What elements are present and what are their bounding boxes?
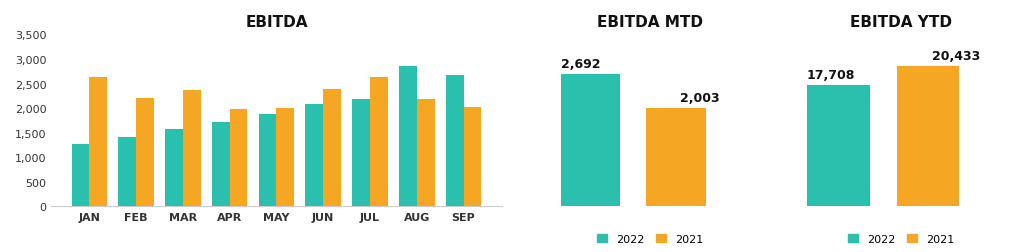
Legend: 2022, 2021: 2022, 2021: [844, 229, 958, 248]
Bar: [646, 109, 706, 207]
Text: 2,003: 2,003: [680, 92, 720, 105]
Text: 17,708: 17,708: [807, 69, 855, 82]
Bar: [324, 90, 341, 207]
Bar: [183, 91, 201, 207]
Legend: 2022, 2021: 2022, 2021: [593, 229, 708, 248]
Bar: [399, 67, 417, 207]
Text: 2,692: 2,692: [561, 58, 600, 71]
Bar: [897, 67, 959, 207]
Text: 20,433: 20,433: [933, 50, 981, 63]
Bar: [445, 75, 464, 207]
Bar: [352, 100, 370, 207]
Legend: EBITDA - 2022, EBITDA - 2021: EBITDA - 2022, EBITDA - 2021: [167, 250, 386, 252]
Title: EBITDA MTD: EBITDA MTD: [597, 15, 703, 30]
Bar: [464, 108, 481, 207]
Bar: [165, 129, 183, 207]
Bar: [417, 100, 434, 207]
Bar: [276, 109, 294, 207]
Bar: [561, 75, 621, 207]
Bar: [136, 99, 154, 207]
Bar: [305, 105, 324, 207]
Bar: [229, 110, 248, 207]
Bar: [807, 85, 869, 207]
Bar: [259, 115, 276, 207]
Bar: [72, 144, 89, 207]
Bar: [119, 137, 136, 207]
Title: EBITDA: EBITDA: [245, 15, 308, 30]
Title: EBITDA YTD: EBITDA YTD: [850, 15, 952, 30]
Bar: [212, 122, 229, 207]
Bar: [89, 77, 108, 207]
Bar: [370, 77, 388, 207]
